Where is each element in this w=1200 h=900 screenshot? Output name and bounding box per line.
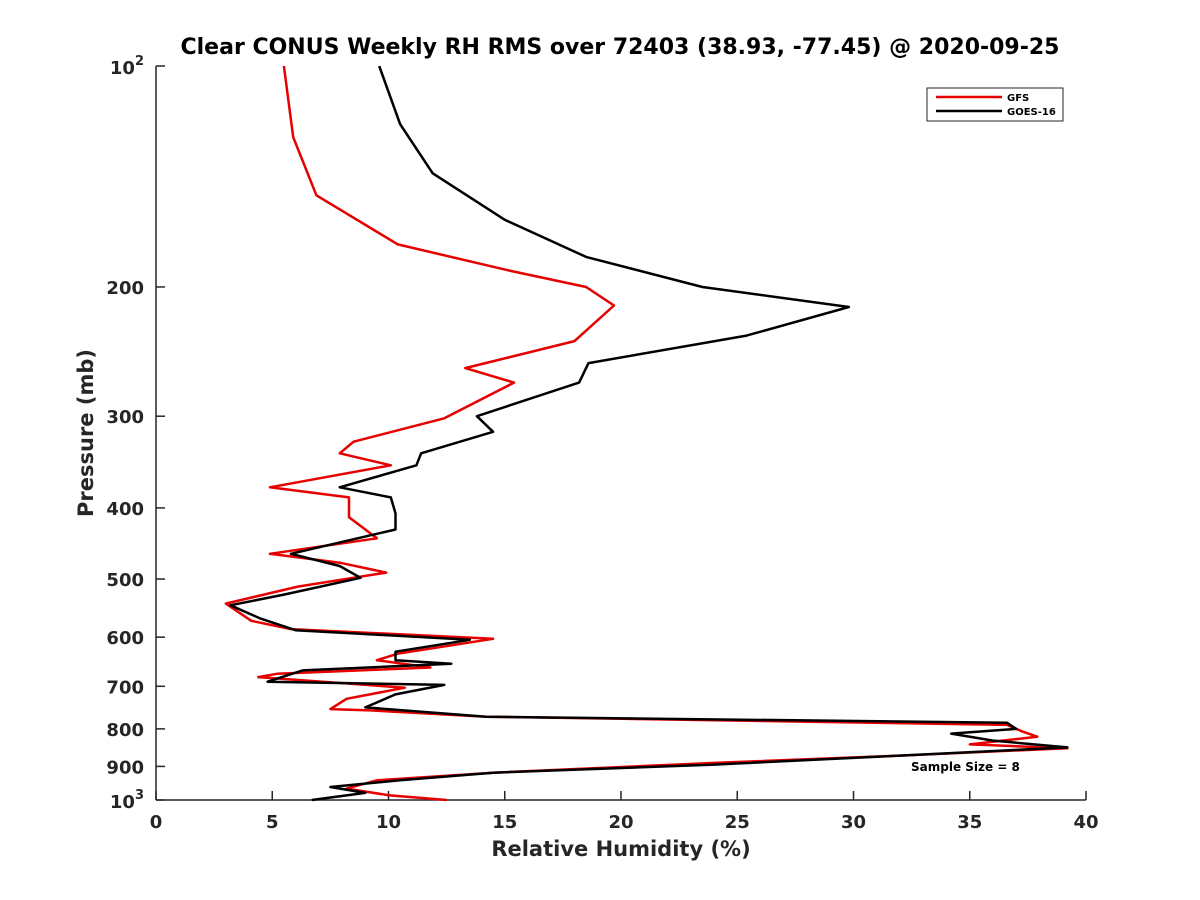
series-lines xyxy=(224,65,1069,802)
x-tick-label: 30 xyxy=(841,812,866,833)
y-tick-label: 102 xyxy=(110,54,144,79)
y-tick-label: 700 xyxy=(106,677,144,698)
legend-label-goes16: GOES-16 xyxy=(1007,107,1056,118)
y-tick-label: 900 xyxy=(106,757,144,778)
legend-box xyxy=(926,87,1064,122)
x-tick-label: 15 xyxy=(492,812,517,833)
legend: GFS GOES-16 xyxy=(926,87,1064,122)
y-tick-label: 800 xyxy=(106,720,144,741)
x-tick-label: 5 xyxy=(266,812,279,833)
x-tick-label: 10 xyxy=(376,812,401,833)
y-tick-label: 600 xyxy=(106,628,144,649)
x-axis-label: Relative Humidity (%) xyxy=(491,837,750,861)
x-axis-ticks: 0 5 10 15 20 25 30 35 40 xyxy=(150,791,1099,833)
x-tick-label: 40 xyxy=(1073,812,1098,833)
y-tick-label: 300 xyxy=(106,407,144,428)
chart-title: Clear CONUS Weekly RH RMS over 72403 (38… xyxy=(181,35,1060,60)
y-tick-label: 400 xyxy=(106,499,144,520)
x-tick-label: 25 xyxy=(725,812,750,833)
series-line-gfs xyxy=(224,65,1069,802)
y-tick-label: 103 xyxy=(110,788,144,813)
y-axis-ticks: 102 200 300 400 500 600 700 800 900 103 xyxy=(106,54,165,813)
sample-size-annotation: Sample Size = 8 xyxy=(911,760,1020,774)
x-tick-label: 0 xyxy=(150,812,163,833)
y-tick-label: 200 xyxy=(106,278,144,299)
x-tick-label: 20 xyxy=(608,812,633,833)
legend-label-gfs: GFS xyxy=(1007,93,1029,104)
series-line-goes16 xyxy=(229,65,1069,802)
y-axis-label: Pressure (mb) xyxy=(74,349,98,517)
plot-axes xyxy=(155,66,1086,801)
x-tick-label: 35 xyxy=(957,812,982,833)
y-tick-label: 500 xyxy=(106,570,144,591)
